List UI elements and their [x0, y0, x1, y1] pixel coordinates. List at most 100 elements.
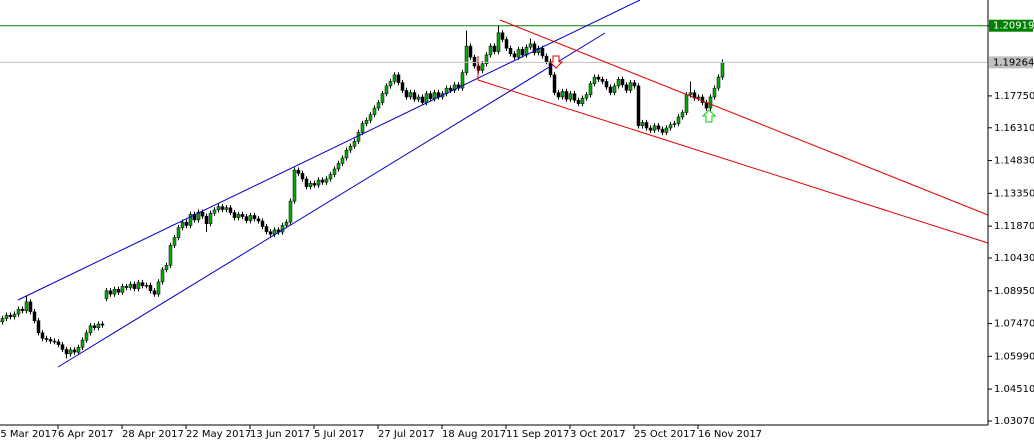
candle-body — [352, 141, 357, 147]
candle-body — [652, 125, 657, 131]
candle-body — [296, 169, 301, 174]
candle-body — [28, 301, 33, 313]
candle-body — [252, 215, 257, 220]
candle-body — [356, 132, 361, 142]
candle-body — [172, 237, 177, 246]
candle-body — [480, 63, 485, 71]
candle-body — [648, 127, 653, 131]
candle-body — [712, 87, 717, 98]
candle-body — [496, 32, 501, 52]
candle-body — [624, 84, 629, 91]
channel-line — [477, 79, 989, 244]
candle-body — [576, 100, 581, 104]
candle-body — [512, 53, 517, 58]
candle-body — [584, 94, 589, 99]
candle-body — [244, 216, 249, 221]
y-tick-label: 1.10430 — [994, 253, 1034, 264]
candle-body — [460, 72, 465, 89]
candle-body — [544, 55, 549, 62]
y-tick-label: 1.17750 — [994, 91, 1034, 102]
candle-body — [140, 282, 145, 286]
candle-body — [428, 93, 433, 100]
x-tick-label: 27 Jul 2017 — [378, 429, 435, 440]
buy-arrow — [701, 109, 717, 123]
candle-body — [656, 125, 661, 130]
candle-body — [180, 221, 185, 228]
candle-body — [684, 94, 689, 113]
candle-body — [348, 145, 353, 151]
y-tick-label: 1.16310 — [994, 123, 1034, 134]
candle-body — [136, 282, 141, 289]
candle-body — [40, 332, 45, 339]
price-label-box — [989, 56, 1033, 69]
candle-body — [312, 183, 317, 186]
candle-body — [240, 214, 245, 217]
candle-body — [184, 221, 189, 226]
candle-body — [568, 93, 573, 100]
candle-body — [388, 81, 393, 87]
candle-body — [368, 114, 373, 121]
candle-body — [640, 122, 645, 127]
candle-body — [632, 82, 637, 87]
x-tick-label: 22 May 2017 — [186, 429, 251, 440]
x-tick-label: 28 Apr 2017 — [122, 429, 184, 440]
candle-body — [60, 344, 65, 350]
candle-body — [124, 286, 129, 288]
candle-body — [120, 286, 125, 293]
y-tick-label: 1.14830 — [994, 156, 1034, 167]
candle-body — [268, 231, 273, 235]
candle-body — [56, 341, 61, 345]
candle-body — [500, 32, 505, 40]
candle-body — [164, 265, 169, 270]
candle-body — [700, 96, 705, 103]
candle-body — [392, 74, 397, 82]
candle-body — [336, 163, 341, 170]
candle-body — [620, 79, 625, 86]
candle-body — [572, 93, 577, 101]
x-tick-label: 25 Oct 2017 — [634, 429, 696, 440]
x-tick-label: 3 Oct 2017 — [570, 429, 625, 440]
candle-body — [628, 82, 633, 91]
candle-body — [416, 96, 421, 100]
candle-body — [4, 314, 9, 319]
candle-body — [300, 173, 305, 180]
y-tick-label: 1.05990 — [994, 351, 1034, 362]
candle-body — [644, 122, 649, 129]
y-tick-label: 1.11870 — [994, 221, 1034, 232]
channel-line — [57, 32, 606, 368]
x-tick-label: 16 Nov 2017 — [698, 429, 762, 440]
y-tick-label: 1.08950 — [994, 286, 1034, 297]
candle-body — [592, 76, 597, 84]
candle-body — [112, 288, 117, 295]
candle-body — [408, 92, 413, 98]
candle-body — [412, 92, 417, 100]
candle-body — [508, 48, 513, 55]
candle-body — [580, 97, 585, 104]
candle-body — [236, 214, 241, 218]
candle-body — [248, 215, 253, 221]
price-label: 1.19264 — [993, 57, 1034, 68]
x-tick-label: 13 Jun 2017 — [250, 429, 310, 440]
y-tick-label: 1.07470 — [994, 319, 1034, 330]
candle-body — [256, 218, 261, 222]
candle-body — [72, 349, 77, 353]
candle-body — [552, 74, 557, 93]
candle-body — [88, 325, 93, 334]
candle-body — [688, 92, 693, 96]
candle-body — [204, 215, 209, 224]
candle-body — [0, 318, 5, 323]
x-tick-label: 5 Jul 2017 — [314, 429, 364, 440]
candle-body — [716, 76, 721, 89]
candle-body — [596, 76, 601, 80]
candle-body — [160, 269, 165, 283]
candle-body — [264, 226, 269, 232]
y-tick-label: 1.13350 — [994, 188, 1034, 199]
candle-body — [128, 283, 133, 288]
candle-body — [604, 81, 609, 88]
candle-body — [528, 43, 533, 48]
candle-body — [200, 211, 205, 217]
x-tick-label: 15 Mar 2017 — [0, 429, 57, 440]
candle-body — [116, 288, 121, 293]
candle-body — [708, 96, 713, 109]
